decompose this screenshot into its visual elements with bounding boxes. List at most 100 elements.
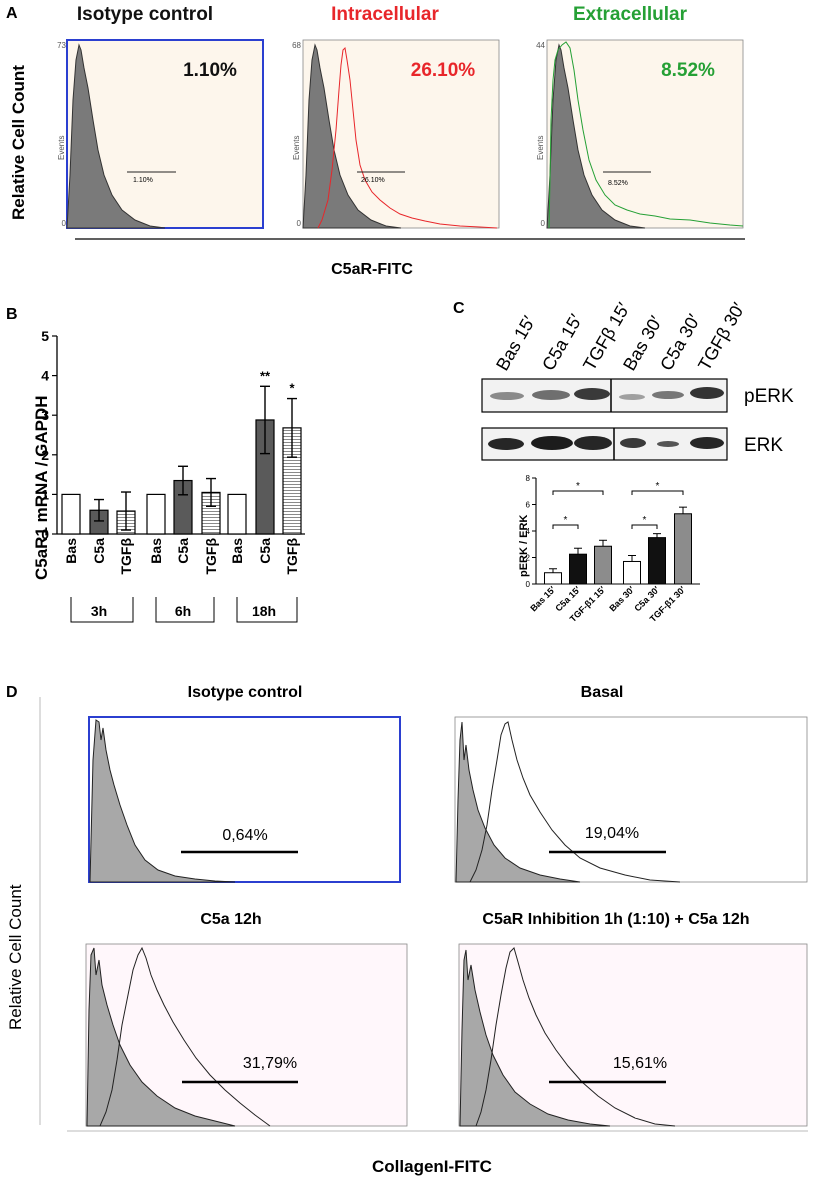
significance-label: *	[289, 381, 295, 396]
bar	[146, 493, 166, 535]
bar	[569, 553, 587, 585]
plot-d4-sample-hist	[475, 947, 676, 1127]
plot-a1-percent: 1.10%	[183, 60, 237, 81]
plot-a1-axis-title: Events	[57, 136, 66, 160]
y-tick-label: 2	[41, 447, 49, 463]
panel-c-lane-labels: Bas 15′C5a 15′TGFβ 15′Bas 30′C5a 30′TGFβ…	[492, 299, 749, 374]
plot-a3-sample-hist	[548, 41, 744, 229]
significance-label: **	[260, 368, 271, 383]
x-tick-label: Bas	[148, 538, 164, 564]
x-tick-label: Bas 30′	[607, 584, 636, 613]
panel-letter-b: B	[6, 306, 18, 323]
blot-band	[532, 390, 570, 400]
bar	[623, 560, 641, 585]
panel-c-significance: * * * *	[552, 481, 684, 529]
panel-a: A Relative Cell Count Isotype control 1.…	[6, 4, 745, 278]
bar	[648, 537, 666, 585]
lane-label: Bas 15′	[492, 312, 539, 374]
plot-a3-axis-title: Events	[536, 136, 545, 160]
panel-c: C Bas 15′C5a 15′TGFβ 15′Bas 30′C5a 30′TG…	[453, 299, 794, 624]
significance-bracket	[552, 490, 604, 495]
y-tick-label: 4	[526, 527, 531, 536]
y-tick-label: 5	[41, 328, 49, 344]
panel-letter-c: C	[453, 300, 465, 317]
blot-band	[531, 436, 573, 450]
plot-d4-title: C5aR Inhibition 1h (1:10) + C5a 12h	[482, 911, 749, 928]
significance-label: *	[643, 515, 647, 526]
plot-a2-title: Intracellular	[331, 4, 439, 25]
plot-a3-gate-label: 8.52%	[608, 180, 628, 187]
panel-d: D Relative Cell Count CollagenI-FITC Iso…	[6, 684, 808, 1176]
plot-d2-isotype-hist	[455, 721, 581, 883]
blot-band	[690, 437, 724, 449]
x-tick-label: TGFβ	[118, 538, 134, 575]
plot-d3-sample-hist	[99, 946, 271, 1127]
panel-b-group-label: 3h	[91, 603, 107, 619]
bar	[544, 572, 562, 585]
y-tick-label: 3	[41, 407, 49, 423]
bar	[61, 493, 81, 535]
panel-c-ylabel: pERK / ERK	[518, 515, 530, 577]
lane-label: TGFβ 30′	[694, 299, 749, 374]
plot-a1-isotype-hist	[66, 43, 166, 229]
panel-c-bars	[544, 506, 692, 585]
blot-band	[490, 392, 524, 400]
significance-bracket	[552, 524, 579, 529]
y-tick-label: 0	[526, 580, 531, 589]
panel-b-group-18h: 18h	[236, 597, 298, 623]
significance-bracket	[631, 490, 684, 495]
panel-d-ylabel: Relative Cell Count	[6, 884, 25, 1030]
x-tick-label: Bas	[229, 538, 245, 564]
blot-erk-label: ERK	[744, 435, 783, 456]
panel-b-group-6h: 6h	[155, 597, 215, 623]
plot-a3-title: Extracellular	[573, 4, 688, 25]
plot-a2-percent: 26.10%	[411, 60, 476, 81]
blot-band	[574, 388, 610, 400]
y-tick-label: 0	[41, 526, 49, 542]
plot-d3-percent: 31,79%	[243, 1055, 297, 1072]
bar	[674, 513, 692, 585]
bar	[594, 545, 612, 585]
blot-band	[657, 441, 679, 447]
panel-b-y-ticks: 0 1 2 3 4 5	[41, 328, 57, 542]
plot-a3-zero: 0	[541, 219, 546, 228]
significance-label: *	[576, 481, 580, 492]
y-tick-label: 2	[526, 554, 531, 563]
blot-band	[620, 438, 646, 448]
plot-a1-zero: 0	[62, 219, 67, 228]
plot-d2-sample-hist	[469, 721, 681, 883]
panel-b-group-label: 18h	[252, 603, 276, 619]
blot-band	[488, 438, 524, 450]
x-tick-label: TGFβ	[203, 538, 219, 575]
panel-b-ylabel: C5aR1 mRNA / GAPDH	[32, 395, 51, 580]
plot-a2-axis-title: Events	[292, 136, 301, 160]
y-tick-label: 6	[526, 501, 531, 510]
x-tick-label: C5a	[175, 538, 191, 564]
panel-letter-d: D	[6, 684, 18, 701]
blot-band	[619, 394, 645, 400]
plot-d1-title: Isotype control	[188, 684, 303, 701]
plot-a2-isotype-hist	[302, 43, 402, 229]
significance-label: *	[564, 515, 568, 526]
panel-letter-a: A	[6, 5, 18, 22]
plot-a2-gate-label: 26.10%	[361, 177, 385, 184]
x-tick-label: C5a	[91, 538, 107, 564]
significance-bracket	[631, 524, 658, 529]
plot-a3-isotype-hist	[546, 43, 646, 229]
panel-b-group-3h: 3h	[70, 597, 134, 623]
plot-a1-title: Isotype control	[77, 4, 213, 25]
x-tick-label: Bas	[63, 538, 79, 564]
panel-b-bars: ***	[61, 368, 302, 535]
panel-d-xlabel: CollagenI-FITC	[372, 1157, 492, 1176]
plot-a1-ymax: 73	[57, 41, 66, 50]
significance-label: *	[656, 481, 660, 492]
plot-d2-frame	[454, 716, 808, 883]
x-tick-label: Bas 15′	[528, 584, 557, 613]
panel-c-y-ticks: 0 2 4 6 8	[526, 474, 536, 589]
plot-a3-percent: 8.52%	[661, 60, 715, 81]
x-tick-label: TGFβ	[284, 538, 300, 575]
plot-d1-isotype-hist	[89, 719, 236, 883]
y-tick-label: 8	[526, 474, 531, 483]
plot-d1-percent: 0,64%	[222, 827, 267, 844]
